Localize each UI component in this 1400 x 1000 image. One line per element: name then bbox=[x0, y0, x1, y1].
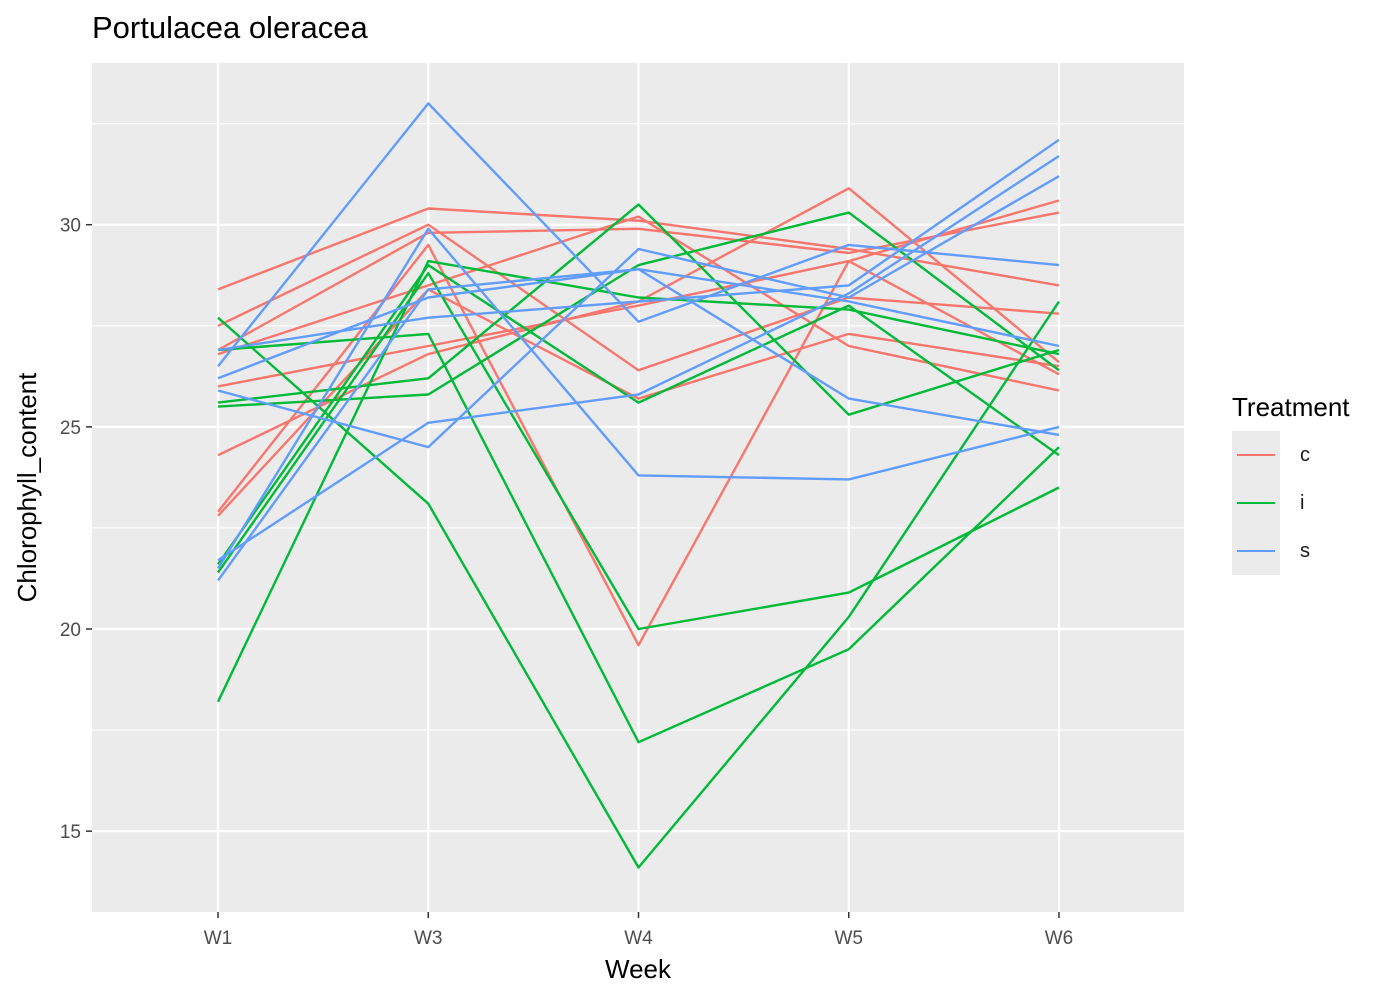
series-line-c bbox=[217, 211, 1060, 352]
series-line-i bbox=[216, 259, 1060, 703]
x-tick-label: W6 bbox=[1045, 928, 1074, 949]
legend-keys: c i s bbox=[1232, 431, 1350, 575]
series-line-s bbox=[216, 227, 1060, 570]
legend-item-c: c bbox=[1232, 431, 1350, 479]
legend-key bbox=[1232, 527, 1280, 575]
series-line-i bbox=[217, 263, 1060, 565]
legend-label: c bbox=[1300, 443, 1310, 466]
y-axis-title: Chlorophyll_content bbox=[12, 372, 42, 603]
series-line-c bbox=[217, 259, 1060, 388]
series-line-i bbox=[217, 211, 1060, 408]
y-tick-label: 15 bbox=[60, 822, 81, 843]
series-line-s bbox=[217, 175, 1060, 449]
y-tick-label: 25 bbox=[60, 418, 81, 439]
series-line-c bbox=[217, 223, 1060, 372]
y-tick-label: 30 bbox=[60, 216, 81, 237]
legend-key bbox=[1232, 479, 1280, 527]
legend-swatch bbox=[1237, 454, 1275, 456]
legend: Treatment c i s bbox=[1232, 392, 1350, 575]
y-tick-label: 20 bbox=[60, 620, 81, 641]
legend-item-i: i bbox=[1232, 479, 1350, 527]
series-line-s bbox=[217, 102, 1060, 367]
x-tick-label: W4 bbox=[624, 928, 653, 949]
x-axis-title: Week bbox=[605, 954, 672, 984]
series-line-c bbox=[217, 207, 1060, 291]
series-line-i bbox=[217, 272, 1060, 631]
series-line-c bbox=[217, 215, 1060, 392]
legend-swatch bbox=[1237, 502, 1275, 504]
x-tick-label: W5 bbox=[835, 928, 864, 949]
legend-item-s: s bbox=[1232, 527, 1350, 575]
legend-label: s bbox=[1300, 539, 1310, 562]
x-tick-label: W1 bbox=[204, 928, 233, 949]
series-line-s bbox=[217, 154, 1060, 562]
legend-title: Treatment bbox=[1232, 392, 1350, 422]
series-line-c bbox=[217, 199, 1060, 647]
series-line-i bbox=[217, 300, 1060, 869]
series-line-s bbox=[217, 268, 1060, 582]
line-chart: 15 20 25 30 W1 W3 W4 W5 W6 Week Chlorophyll_conten… bbox=[12, 63, 1184, 984]
x-tick-label: W3 bbox=[414, 928, 443, 949]
series-line-i bbox=[217, 332, 1060, 744]
legend-label: i bbox=[1300, 491, 1305, 514]
legend-key bbox=[1232, 431, 1280, 479]
series-line-s bbox=[217, 138, 1060, 352]
chart-title: Portulacea oleracea bbox=[92, 10, 368, 45]
legend-swatch bbox=[1237, 550, 1275, 552]
